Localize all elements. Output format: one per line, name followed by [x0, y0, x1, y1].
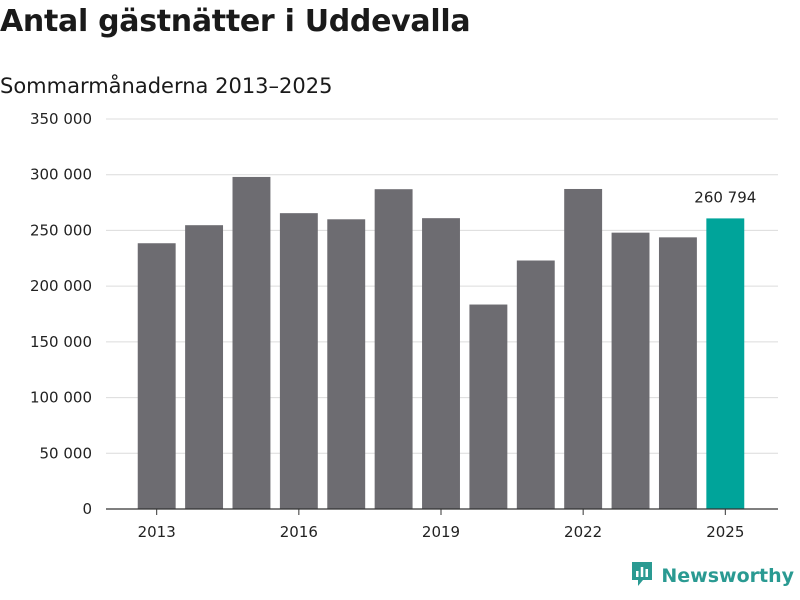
- x-tick-label: 2016: [280, 523, 318, 541]
- bar-2016: [279, 213, 318, 509]
- bar-2014: [185, 225, 224, 509]
- bar-2022: [564, 188, 603, 510]
- x-axis: 2013 2016 2019 2022 2025: [106, 508, 778, 541]
- y-tick-label: 350 000: [30, 110, 92, 128]
- brand-name: Newsworthy: [661, 565, 794, 587]
- y-tick-label: 50 000: [40, 444, 93, 462]
- y-tick-label: 250 000: [30, 221, 92, 239]
- y-tick-label: 200 000: [30, 277, 92, 295]
- y-tick-label: 300 000: [30, 166, 92, 184]
- x-tick-label: 2013: [138, 523, 176, 541]
- bar-2019: [422, 218, 460, 510]
- x-tick-label: 2019: [422, 523, 460, 541]
- chart-title: Antal gästnätter i Uddevalla: [0, 4, 471, 39]
- y-tick-label: 0: [82, 500, 92, 518]
- bar-2020: [469, 304, 508, 509]
- chart-subtitle: Sommarmånaderna 2013–2025: [0, 74, 333, 98]
- newsworthy-logo-icon: [630, 560, 654, 592]
- y-tick-label: 100 000: [30, 389, 92, 407]
- bar-2024: [658, 237, 697, 509]
- bars: [137, 176, 745, 510]
- bar-2021: [516, 260, 555, 509]
- brand-logo: Newsworthy: [630, 560, 794, 592]
- y-axis-tick-labels: 0 50 000 100 000 150 000 200 000 250 000 300 0…: [30, 110, 92, 518]
- data-label: 260 794: [694, 188, 756, 206]
- bar-2025: [706, 218, 745, 509]
- x-tick-label: 2022: [564, 523, 602, 541]
- y-tick-label: 150 000: [30, 333, 92, 351]
- bar-2017: [327, 219, 366, 510]
- bar-2015: [232, 176, 271, 509]
- bar-2023: [611, 232, 650, 509]
- x-tick-label: 2025: [706, 523, 744, 541]
- bar-2018: [374, 189, 413, 509]
- bar-2013: [137, 243, 176, 510]
- data-labels: 260 794: [694, 188, 756, 206]
